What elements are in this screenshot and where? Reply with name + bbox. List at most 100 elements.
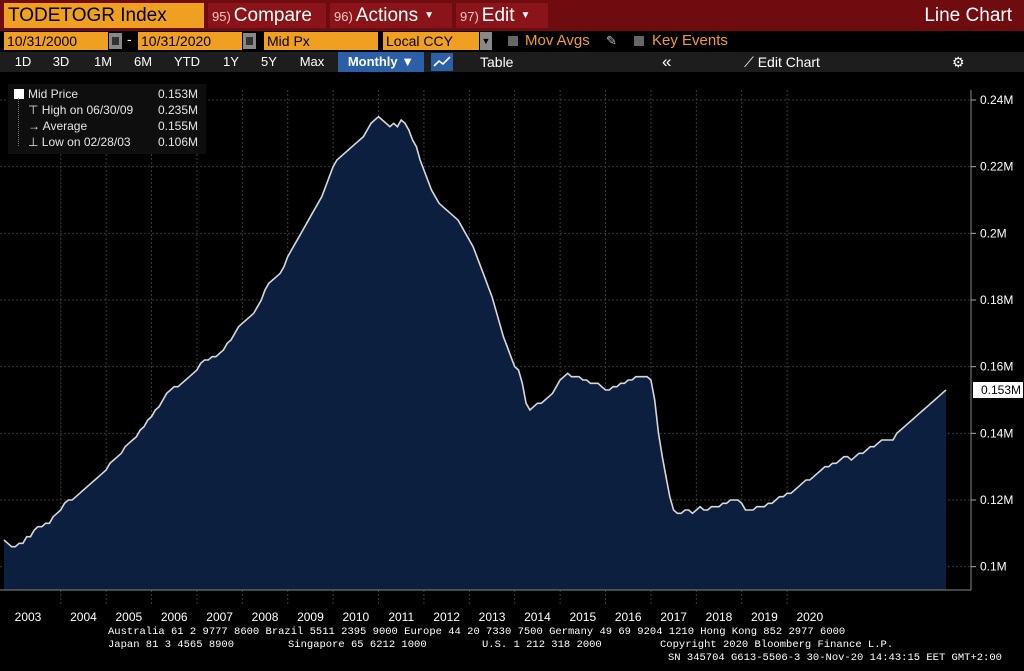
pencil-icon[interactable]: ✎ [606, 33, 617, 48]
range-3d[interactable]: 3D [52, 54, 70, 69]
x-tick-label: 2020 [796, 610, 823, 624]
average-icon: → [28, 119, 43, 133]
key-events-label[interactable]: Key Events [652, 32, 728, 49]
footer-contacts-japan: Japan 81 3 4565 8900 [108, 639, 235, 651]
x-tick-label: 2004 [70, 610, 97, 624]
mid-price-swatch [14, 89, 24, 99]
x-tick-label: 2016 [615, 610, 642, 624]
y-tick-label: 0.1M [980, 560, 1007, 574]
y-axis-ticks: 0.1M 0.12M 0.14M 0.16M 0.18M 0.2M 0.22M 0.24M [971, 93, 1013, 574]
edit-menu[interactable]: 97) Edit ▼ [456, 3, 548, 28]
date-separator: - [127, 31, 132, 47]
price-chart[interactable]: 0.1M 0.12M 0.14M 0.16M 0.18M 0.2M 0.22M 0.24M 2… [0, 72, 1024, 671]
x-tick-label: 2008 [252, 610, 279, 624]
y-tick-label: 0.2M [980, 226, 1007, 240]
legend-high-value: 0.235M [158, 103, 199, 117]
frequency-label: Monthly [347, 54, 398, 69]
y-tick-label: 0.12M [980, 493, 1013, 507]
toolbar [0, 52, 1024, 72]
legend-low-label: ⊥ Low on 02/28/03 [28, 134, 131, 150]
y-tick-label: 0.14M [980, 426, 1013, 440]
table-button[interactable]: Table [480, 54, 514, 70]
x-tick-label: 2017 [660, 610, 687, 624]
range-max[interactable]: Max [299, 54, 325, 69]
mov-avgs-label[interactable]: Mov Avgs [525, 32, 590, 49]
chevron-down-icon: ▼ [401, 54, 415, 69]
collapse-icon[interactable]: « [662, 52, 672, 71]
x-tick-label: 2013 [479, 610, 506, 624]
menu-number: 96) [334, 9, 353, 24]
range-5y[interactable]: 5Y [261, 54, 277, 69]
price-line [3, 115, 947, 548]
x-tick-label: 2014 [524, 610, 551, 624]
footer-contacts-singapore: Singapore 65 6212 1000 [288, 639, 427, 651]
legend-average-label: → Average [28, 118, 87, 134]
edit-chart-label: Edit Chart [757, 54, 820, 70]
range-1y[interactable]: 1Y [223, 54, 239, 69]
mov-avgs-checkbox[interactable] [508, 36, 518, 46]
actions-menu[interactable]: 96) Actions ▼ [330, 3, 452, 28]
currency-select[interactable]: Local CCY [383, 32, 479, 50]
legend-high-label: ⊤ High on 06/30/09 [28, 102, 133, 118]
x-tick-label: 2006 [161, 610, 188, 624]
x-tick-label: 2011 [388, 610, 414, 624]
gear-icon[interactable]: ⚙ [952, 54, 965, 70]
key-events-checkbox[interactable] [634, 36, 644, 46]
legend-mid-value: 0.153M [158, 87, 199, 101]
high-icon: ⊤ [28, 103, 42, 117]
calendar-icon[interactable] [243, 33, 256, 49]
frequency-select[interactable]: Monthly ▼ [338, 52, 424, 72]
low-label-text: Low on 02/28/03 [41, 135, 131, 149]
compare-menu[interactable]: 95) Compare [208, 3, 326, 28]
average-label-text: Average [42, 119, 88, 133]
x-tick-label: 2010 [342, 610, 369, 624]
compare-label: Compare [233, 5, 312, 26]
ticker-field[interactable]: TODETOGR Index [4, 3, 204, 28]
wand-icon: ⟋ [744, 54, 754, 70]
y-tick-label: 0.24M [980, 93, 1013, 107]
y-tick-label: 0.18M [980, 293, 1013, 307]
chevron-down-icon[interactable]: ▼ [480, 32, 492, 50]
last-value-tag: 0.153M [973, 382, 1023, 398]
low-icon: ⊥ [28, 135, 42, 149]
end-date-field[interactable]: 10/31/2020 [138, 32, 242, 50]
dropdown-arrow-icon: ▼ [520, 10, 531, 22]
x-tick-label: 2009 [297, 610, 324, 624]
edit-label: Edit [481, 5, 515, 26]
x-tick-label: 2012 [433, 610, 460, 624]
x-axis-ticks: 2003 2004 2005 2006 2007 2008 2009 2010 2011 2012… [15, 610, 824, 624]
x-tick-label: 2019 [751, 610, 778, 624]
x-tick-label: 2018 [706, 610, 733, 624]
legend-connector [18, 98, 20, 146]
legend-average-value: 0.155M [158, 119, 199, 133]
legend-low-value: 0.106M [158, 135, 199, 149]
legend-mid-label: Mid Price [28, 87, 79, 101]
menu-number: 97) [460, 9, 479, 24]
footer-contacts-line1: Australia 61 2 9777 8600 Brazil 5511 239… [108, 626, 846, 638]
x-tick-label: 2015 [569, 610, 596, 624]
y-tick-label: 0.22M [980, 160, 1013, 174]
price-field-select[interactable]: Mid Px [264, 32, 378, 50]
start-date-field[interactable]: 10/31/2000 [4, 32, 108, 50]
range-6m[interactable]: 6M [133, 54, 153, 69]
line-chart-icon[interactable] [431, 53, 453, 71]
x-tick-label: 2005 [115, 610, 142, 624]
price-area [4, 116, 946, 590]
range-1m[interactable]: 1M [93, 54, 113, 69]
dropdown-arrow-icon: ▼ [424, 10, 435, 22]
y-tick-label: 0.16M [980, 360, 1013, 374]
range-ytd[interactable]: YTD [174, 54, 200, 69]
footer-session-info: SN 345704 G613-5506-3 30-Nov-20 14:43:15… [668, 652, 1002, 664]
x-tick-label: 2007 [206, 610, 233, 624]
calendar-icon[interactable] [109, 33, 122, 49]
footer-contacts-us: U.S. 1 212 318 2000 [482, 639, 602, 651]
range-1d[interactable]: 1D [14, 54, 32, 69]
chart-legend: Mid Price 0.153M ⊤ High on 06/30/09 0.23… [8, 84, 206, 154]
footer-copyright: Copyright 2020 Bloomberg Finance L.P. [660, 639, 894, 651]
x-tick-label: 2003 [15, 610, 42, 624]
high-label-text: High on 06/30/09 [41, 103, 134, 117]
chart-type-title: Line Chart [924, 5, 1012, 26]
actions-label: Actions [355, 5, 419, 26]
menu-number: 95) [212, 9, 231, 24]
edit-chart-button[interactable]: ⟋ Edit Chart [744, 52, 820, 72]
